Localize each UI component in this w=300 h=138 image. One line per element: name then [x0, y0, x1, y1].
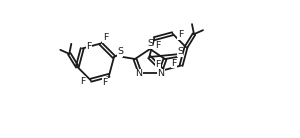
Text: F: F — [86, 42, 92, 51]
Text: F: F — [155, 60, 160, 69]
Text: S: S — [147, 39, 153, 48]
Text: F: F — [80, 77, 86, 86]
Text: F: F — [178, 30, 183, 39]
Text: F: F — [155, 41, 161, 50]
Text: N: N — [136, 70, 142, 79]
Text: F: F — [171, 59, 177, 68]
Text: S: S — [177, 47, 183, 56]
Text: F: F — [102, 78, 108, 87]
Text: S: S — [117, 47, 123, 56]
Text: N: N — [158, 70, 164, 79]
Text: F: F — [103, 33, 108, 42]
